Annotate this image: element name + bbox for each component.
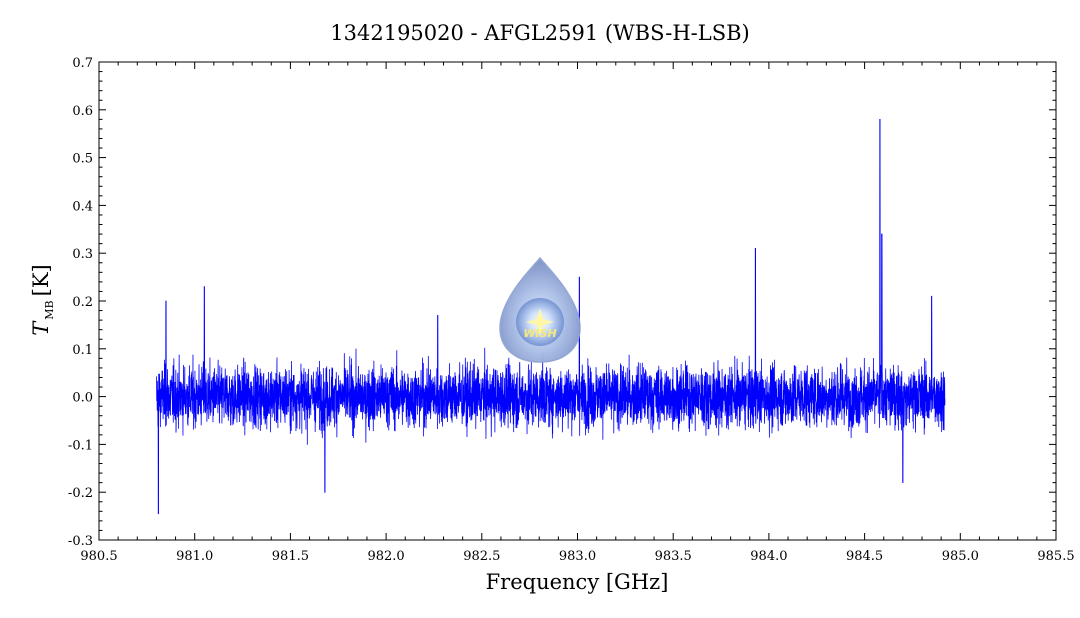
y-tick-label-1: -0.2 (68, 486, 93, 501)
x-tick-label-5: 983.0 (559, 549, 596, 564)
y-axis-label-unit: [K] (29, 264, 53, 296)
x-tick-label-10: 985.5 (1037, 549, 1074, 564)
y-tick-label-5: 0.2 (72, 295, 93, 310)
y-tick-label-9: 0.6 (72, 104, 93, 119)
y-tick-label-7: 0.4 (72, 199, 93, 214)
plot-frame (98, 61, 1057, 541)
svg-text:TMB[K]: TMB [K] (29, 264, 56, 335)
x-tick-label-8: 984.5 (846, 549, 883, 564)
y-tick-label-3: 0.0 (72, 391, 93, 406)
y-axis-label-sub: MB (43, 300, 56, 319)
x-tick-label-7: 984.0 (750, 549, 787, 564)
y-tick-label-8: 0.5 (72, 152, 93, 167)
x-tick-label-4: 982.5 (463, 549, 500, 564)
wish-logo-text: WISH (523, 327, 556, 340)
series-line-0 (156, 118, 946, 515)
y-axis-label-main: T (29, 320, 53, 336)
y-tick-label-0: -0.3 (68, 534, 93, 549)
y-tick-label-4: 0.1 (72, 343, 93, 358)
x-tick-label-1: 981.0 (176, 549, 213, 564)
x-tick-label-6: 983.5 (655, 549, 692, 564)
wish-logo: WISH (499, 256, 581, 363)
x-tick-label-9: 985.0 (942, 549, 979, 564)
plot-area: 980.5 981.0 981.5 982.0 982.5 983.0 983.5 984.0… (68, 56, 1075, 564)
x-tick-label-2: 981.5 (272, 549, 309, 564)
y-tick-label-10: 0.7 (72, 56, 93, 71)
y-axis-label: TMB [K] (29, 264, 56, 335)
x-axis-label: Frequency [GHz] (486, 570, 669, 594)
y-tick-label-2: -0.1 (68, 438, 93, 453)
x-tick-label-3: 982.0 (367, 549, 404, 564)
y-tick-label-6: 0.3 (72, 247, 93, 262)
chart-title: 1342195020 - AFGL2591 (WBS-H-LSB) (330, 21, 749, 45)
x-tick-label-0: 980.5 (80, 549, 117, 564)
